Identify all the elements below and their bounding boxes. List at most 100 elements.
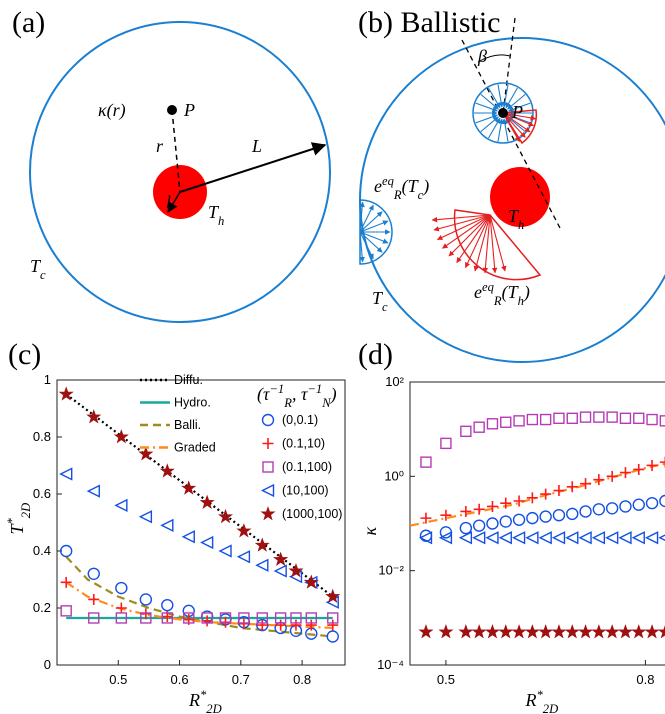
marker (539, 413, 552, 426)
marker (659, 494, 665, 508)
marker (290, 619, 302, 631)
marker (551, 531, 566, 545)
e-tc-label-part: R (393, 188, 402, 202)
e-th-label-part: eq (482, 280, 494, 294)
fan-arrow (359, 231, 383, 253)
plot-frame (56, 379, 346, 666)
marker (238, 618, 250, 630)
y-tick-label: 0.8 (33, 429, 51, 444)
marker (486, 517, 499, 530)
marker (275, 619, 287, 631)
marker (139, 593, 153, 606)
marker (526, 413, 539, 426)
x-tick-label: 0.5 (437, 672, 455, 687)
plot-area (410, 411, 665, 639)
fan-arrow (502, 112, 520, 143)
fan-arrow (431, 214, 491, 223)
marker (220, 616, 232, 628)
y-tick-label: 10⁰ (384, 468, 404, 483)
legend-title-part: (τ (257, 384, 270, 405)
legend-title: (τ−1R, τ−1N) (257, 382, 337, 410)
outer-boundary (29, 21, 331, 323)
beta-label: β (477, 46, 487, 66)
y-tick-label: 10⁻⁴ (377, 657, 404, 672)
marker (256, 612, 268, 624)
marker (579, 505, 592, 518)
y-axis-label: T*2D (5, 503, 33, 535)
marker (540, 488, 552, 500)
marker (420, 512, 432, 524)
marker (578, 624, 594, 639)
core-radius-arrow (167, 191, 181, 213)
marker (484, 624, 500, 639)
radius-line (171, 109, 181, 193)
marker (87, 567, 100, 580)
y-axis-label-part: κ (360, 527, 380, 536)
fan-arrow (359, 204, 374, 233)
l-label-big: L (251, 136, 262, 156)
plot-frame (409, 381, 665, 666)
marker (525, 531, 539, 545)
y-tick-label: 0.6 (33, 486, 51, 501)
marker (60, 576, 72, 588)
marker (591, 624, 607, 639)
marker (159, 463, 175, 478)
marker (606, 470, 618, 482)
marker (181, 480, 197, 495)
marker (500, 416, 512, 428)
panel-a: (a) κ(r) P r L l (12, 6, 331, 323)
point-label: P (183, 100, 195, 120)
panel-label: (a) (12, 6, 45, 39)
e-th-label-part: R (493, 294, 502, 308)
x-tick-label: 0.6 (171, 672, 189, 687)
marker (498, 624, 514, 639)
x-tick-label: 0.7 (232, 672, 250, 687)
marker (619, 467, 631, 479)
legend-marker (262, 461, 274, 473)
marker (325, 588, 341, 604)
marker (459, 521, 473, 535)
legend-marker (261, 413, 275, 427)
marker (60, 605, 72, 617)
tc-label-part: T (372, 288, 384, 308)
e-tc-label-part: ) (422, 176, 429, 197)
fan-arrow (502, 112, 531, 133)
marker (460, 425, 472, 438)
marker (500, 497, 512, 509)
angle-arc (477, 54, 511, 63)
marker (88, 612, 100, 624)
marker (511, 624, 527, 639)
marker (183, 612, 195, 624)
x-tick-label: 0.5 (109, 672, 127, 687)
e-th-label-part: (T (502, 282, 520, 303)
marker (565, 531, 579, 545)
point-p (167, 105, 177, 115)
marker (644, 624, 660, 639)
x-axis-label: R*2D (525, 688, 559, 714)
fan-arrow (448, 214, 491, 257)
y-axis-label-part: T (7, 523, 27, 535)
x-axis-label-part: 2D (206, 702, 221, 714)
marker (473, 421, 485, 433)
marker (419, 529, 433, 542)
marker (326, 630, 339, 643)
marker (606, 411, 618, 423)
marker (566, 507, 579, 521)
fan-arrow (359, 231, 365, 263)
marker (290, 612, 302, 624)
marker (471, 624, 487, 639)
marker (659, 456, 665, 468)
marker (327, 612, 339, 624)
marker (633, 463, 645, 475)
fan-arrow (473, 214, 491, 272)
marker (619, 500, 632, 513)
marker (526, 511, 539, 525)
th-label-part: h (218, 214, 224, 228)
marker (115, 612, 128, 624)
marker (181, 530, 195, 544)
fan-arrow (442, 214, 491, 249)
fan-arrow (489, 214, 507, 272)
fan-arrow (502, 112, 526, 138)
fan-arrow (480, 93, 499, 110)
